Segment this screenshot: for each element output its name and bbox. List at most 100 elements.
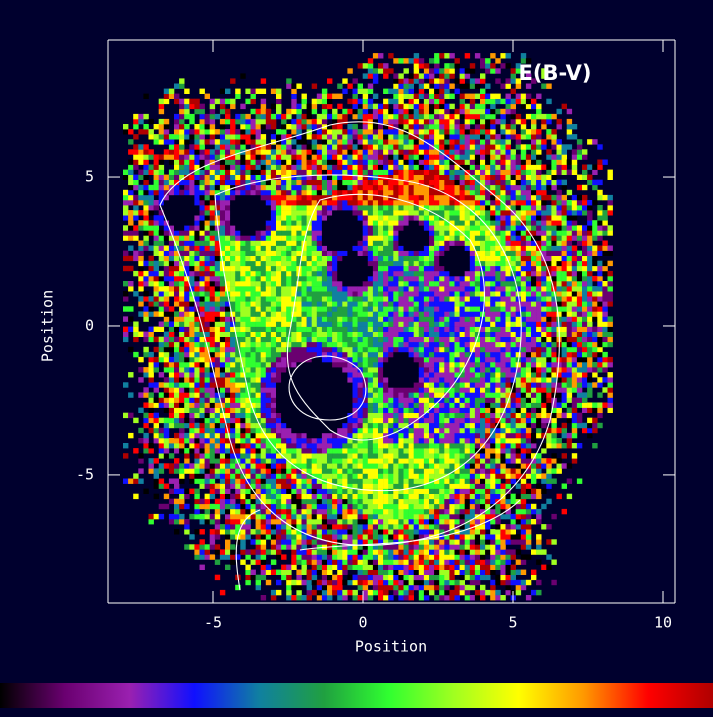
pixel — [388, 286, 394, 292]
pixel — [378, 508, 384, 515]
pixel — [393, 584, 399, 591]
pixel — [204, 260, 210, 267]
pixel — [316, 118, 323, 125]
pixel — [403, 245, 409, 251]
pixel — [332, 438, 338, 444]
pixel — [133, 149, 139, 155]
pixel — [301, 159, 307, 165]
pixel — [403, 159, 409, 165]
pixel — [296, 488, 302, 494]
pixel — [398, 235, 404, 241]
pixel — [332, 478, 338, 484]
pixel — [286, 584, 292, 591]
pixel — [184, 200, 190, 206]
pixel — [398, 427, 404, 434]
pixel — [296, 341, 302, 348]
pixel — [148, 118, 154, 125]
pixel — [153, 468, 159, 474]
pixel — [306, 179, 312, 186]
pixel — [383, 73, 389, 79]
pixel — [255, 513, 261, 520]
pixel — [413, 336, 420, 343]
pixel — [327, 579, 333, 586]
pixel — [245, 488, 251, 494]
pixel — [270, 438, 277, 444]
pixel — [413, 301, 420, 307]
pixel — [306, 321, 312, 327]
pixel — [286, 346, 292, 353]
pixel — [184, 215, 190, 221]
pixel — [153, 301, 159, 307]
pixel — [357, 301, 363, 307]
pixel — [199, 194, 205, 201]
pixel — [362, 443, 369, 449]
pixel — [276, 438, 282, 444]
pixel — [398, 296, 404, 302]
pixel — [265, 483, 272, 489]
pixel — [123, 200, 129, 206]
pixel — [245, 453, 251, 459]
pixel — [383, 569, 389, 575]
pixel — [276, 311, 282, 317]
pixel — [378, 189, 384, 196]
pixel — [276, 341, 282, 348]
pixel — [168, 205, 175, 211]
pixel — [327, 412, 333, 419]
pixel — [255, 174, 261, 180]
pixel — [403, 346, 409, 353]
pixel — [357, 473, 363, 479]
pixel — [408, 159, 414, 165]
pixel — [179, 139, 185, 145]
pixel — [403, 184, 409, 191]
pixel — [265, 478, 272, 484]
pixel — [296, 139, 302, 145]
pixel — [184, 245, 190, 251]
pixel — [383, 286, 389, 292]
pixel — [332, 220, 338, 226]
pixel — [372, 473, 379, 479]
pixel — [158, 281, 165, 287]
pixel — [383, 144, 389, 150]
pixel — [418, 574, 425, 581]
pixel — [265, 367, 272, 373]
pixel — [291, 174, 297, 180]
pixel — [184, 519, 190, 525]
pixel — [153, 164, 159, 170]
pixel — [174, 265, 180, 272]
pixel — [413, 63, 420, 69]
pixel — [347, 513, 353, 520]
pixel — [260, 220, 267, 226]
pixel — [408, 574, 414, 581]
pixel — [403, 275, 409, 282]
pixel — [174, 422, 180, 429]
pixel — [413, 331, 420, 337]
pixel — [240, 265, 246, 272]
pixel — [276, 529, 282, 535]
pixel — [225, 519, 231, 525]
pixel — [357, 250, 363, 256]
pixel — [337, 392, 343, 398]
pixel — [214, 519, 221, 525]
pixel — [255, 453, 261, 459]
pixel — [153, 260, 159, 267]
pixel — [163, 397, 170, 403]
pixel — [398, 108, 404, 115]
pixel — [367, 417, 374, 424]
pixel — [194, 144, 200, 150]
pixel — [378, 200, 384, 206]
pixel — [281, 443, 287, 449]
pixel — [403, 397, 409, 403]
pixel — [250, 417, 256, 424]
pixel — [316, 124, 323, 130]
pixel — [383, 149, 389, 155]
pixel — [148, 301, 154, 307]
pixel — [225, 341, 231, 348]
pixel — [168, 215, 175, 221]
pixel — [199, 113, 205, 120]
pixel — [225, 443, 231, 449]
pixel — [337, 124, 343, 130]
pixel — [270, 346, 277, 353]
pixel — [306, 306, 312, 312]
pixel — [219, 503, 226, 510]
pixel — [240, 240, 246, 246]
